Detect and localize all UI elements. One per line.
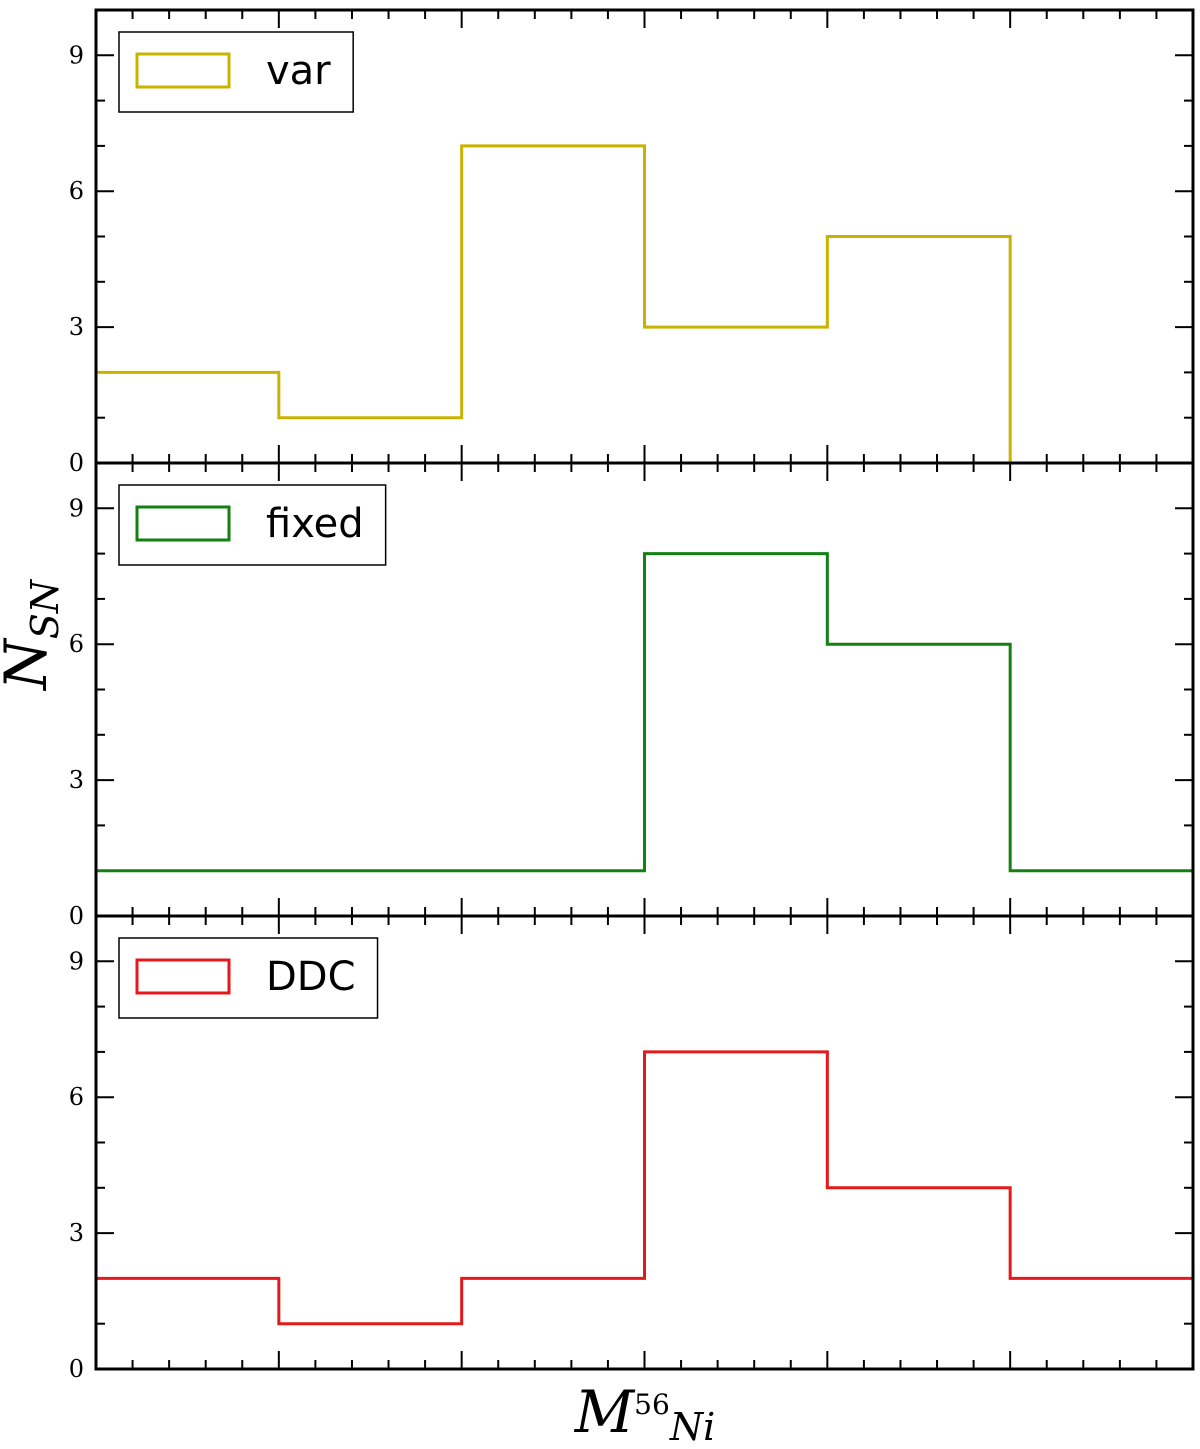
y-tick-label: 9 <box>69 41 84 69</box>
legend-box <box>118 31 354 113</box>
histogram-DDC <box>96 1050 1193 1326</box>
y-tick-label: 0 <box>69 449 84 477</box>
y-tick-label: 6 <box>69 177 84 205</box>
legend-swatch <box>135 52 231 89</box>
histogram-var <box>96 144 1193 465</box>
x-axis-label-base: M <box>574 1378 636 1446</box>
y-tick-label: 9 <box>69 947 84 975</box>
y-tick-label: 3 <box>69 1219 84 1247</box>
y-axis-label-sub: SN <box>23 578 67 639</box>
y-tick-label: 9 <box>69 494 84 522</box>
panel-var: 0 3 6 9 var <box>69 8 1195 477</box>
panel-DDC: 0 3 6 9 DDC <box>69 914 1195 1383</box>
y-tick-label: 3 <box>69 766 84 794</box>
y-tick-label: 6 <box>69 630 84 658</box>
legend-fixed: fixed <box>118 484 387 566</box>
x-axis-label-sub: Ni <box>669 1405 715 1449</box>
axes-frame <box>94 914 1195 1371</box>
legend-box <box>118 937 379 1019</box>
legend-DDC: DDC <box>118 937 379 1019</box>
y-axis-label-base: N <box>0 637 60 692</box>
legend-swatch <box>135 505 231 542</box>
y-tick-label: 3 <box>69 313 84 341</box>
legend-var: var <box>118 31 354 113</box>
panels-group: 0 3 6 9 var 0 3 6 9 fixed 0 3 6 9 DDC <box>69 8 1195 1383</box>
y-tick-label: 0 <box>69 1355 84 1383</box>
legend-label: DDC <box>266 954 356 1000</box>
y-axis-label: NSN <box>0 578 67 692</box>
x-axis-label-sup: 56 <box>634 1388 670 1421</box>
legend-box <box>118 484 387 566</box>
histogram-fixed <box>96 552 1193 873</box>
panel-fixed: 0 3 6 9 fixed <box>69 461 1195 930</box>
y-tick-label: 0 <box>69 902 84 930</box>
legend-swatch <box>135 958 231 995</box>
y-tick-label: 6 <box>69 1083 84 1111</box>
legend-label: fixed <box>266 501 364 547</box>
legend-label: var <box>266 48 331 94</box>
x-axis-label: M56Ni <box>574 1378 715 1449</box>
